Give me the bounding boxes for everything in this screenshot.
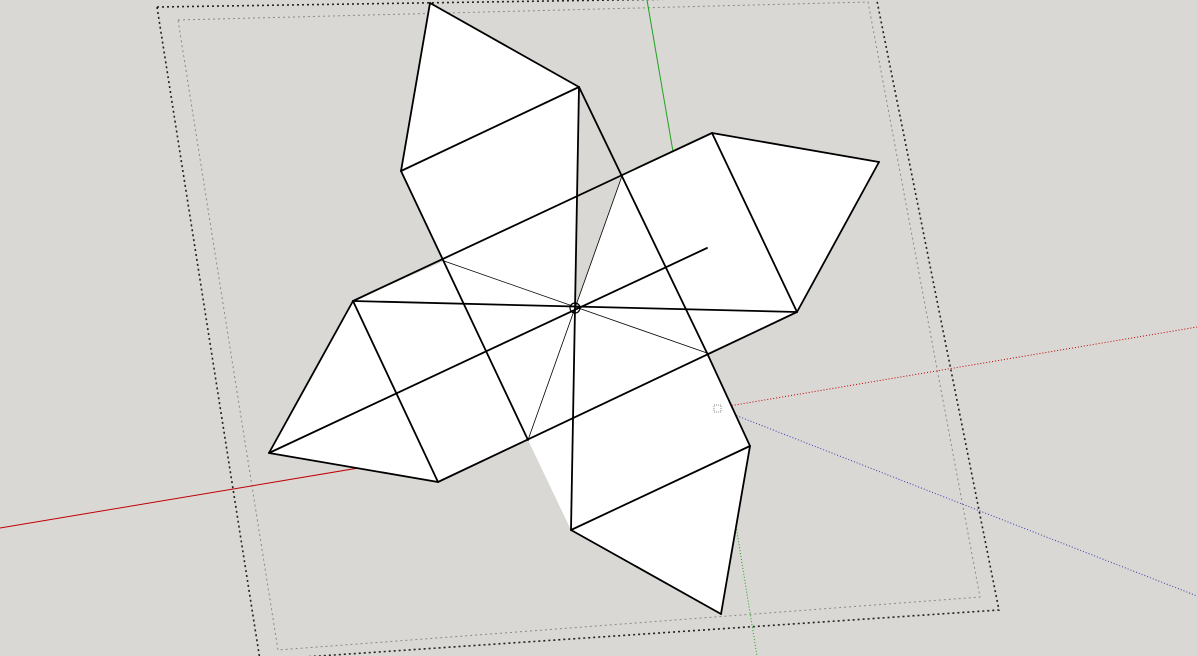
edge: [268, 452, 439, 483]
edge: [711, 132, 798, 313]
model-faces[interactable]: [269, 3, 879, 614]
edge: [268, 247, 708, 454]
face-bottom-arm[interactable]: [528, 308, 750, 614]
edge-thin: [527, 175, 623, 441]
edge: [706, 352, 751, 447]
edge: [352, 300, 439, 483]
face-top-arm[interactable]: [401, 3, 579, 308]
edge: [570, 445, 751, 531]
blue-axis-dotted: [716, 407, 1197, 597]
edge: [400, 2, 431, 172]
edge: [570, 529, 722, 615]
edge: [796, 161, 880, 313]
origin-marker-icon: [713, 404, 722, 413]
face-right-arm[interactable]: [575, 133, 879, 353]
edge: [352, 132, 713, 302]
edge: [429, 2, 580, 88]
edge: [711, 132, 880, 163]
edge: [437, 311, 798, 483]
edge: [268, 300, 354, 454]
model-edges: [268, 2, 880, 615]
page-frame-inner: [177, 1, 981, 651]
center-vertex-icon[interactable]: [569, 302, 581, 314]
page-frame-outer: [156, 0, 1000, 656]
edge: [400, 86, 580, 172]
edge: [720, 445, 751, 615]
edge: [400, 170, 529, 441]
red-axis-dotted: [716, 326, 1197, 409]
